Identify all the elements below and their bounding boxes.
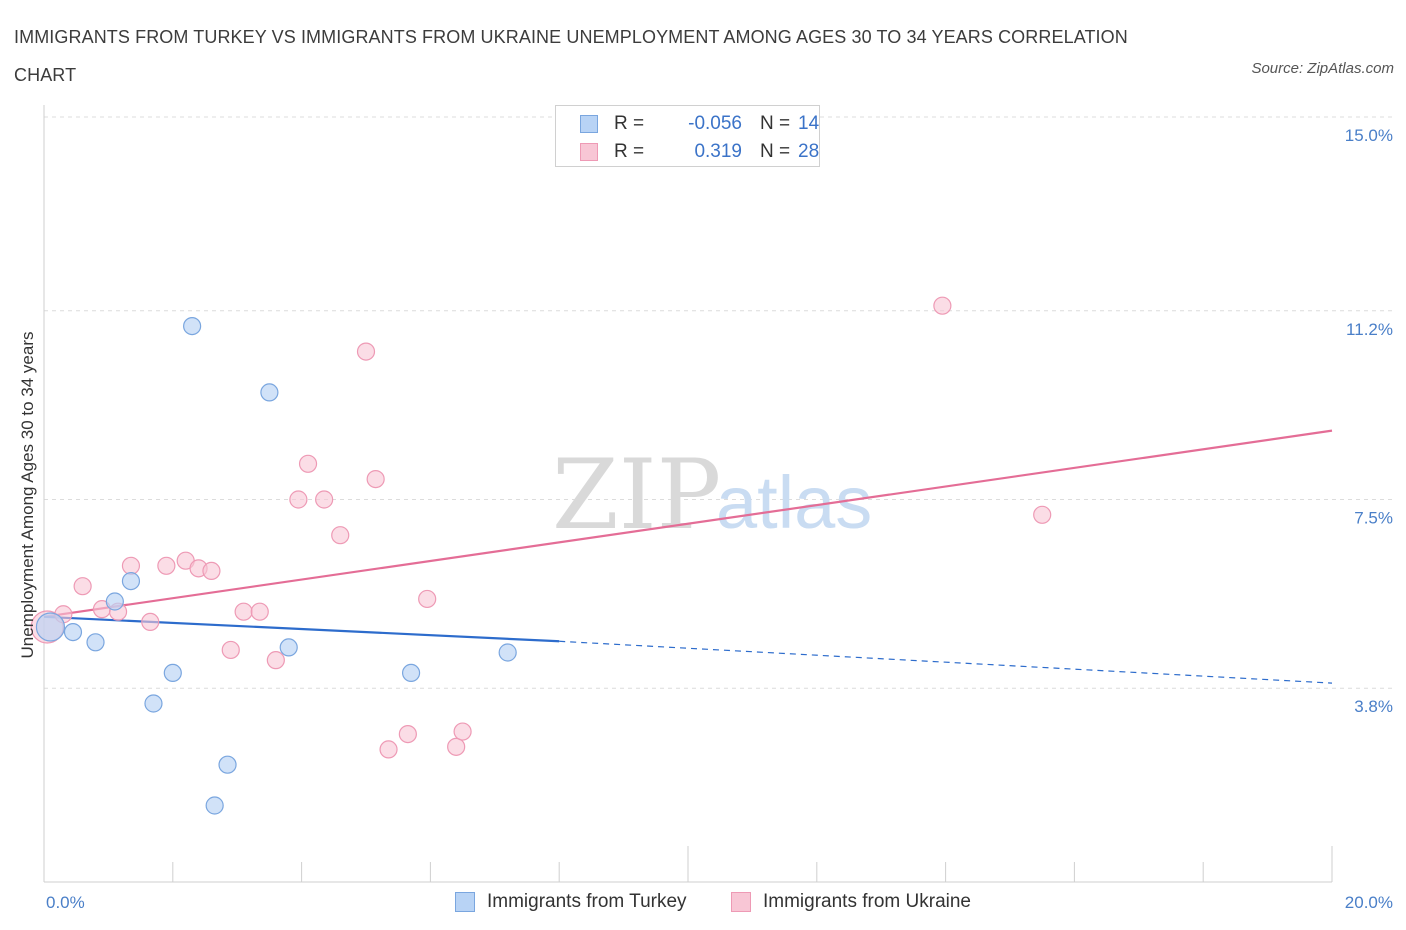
turkey-legend-label: Immigrants from Turkey: [487, 891, 687, 912]
ukraine-point[interactable]: [331, 526, 350, 545]
turkey-swatch: [580, 115, 598, 133]
ukraine-swatch: [580, 143, 598, 161]
turkey-point[interactable]: [63, 622, 83, 642]
x-tick-labels: 0.0% 20.0%: [46, 893, 1393, 912]
ukraine-point[interactable]: [221, 640, 240, 660]
source-label: Source: ZipAtlas.com: [1251, 60, 1394, 77]
r-label: R =: [614, 141, 645, 162]
watermark-atlas: atlas: [716, 461, 872, 544]
ukraine-point[interactable]: [121, 556, 141, 575]
ukraine-point[interactable]: [234, 602, 253, 621]
r-label: R =: [614, 113, 645, 134]
ukraine-point[interactable]: [366, 470, 385, 489]
n-label: N =: [760, 141, 791, 162]
n-label: N =: [760, 113, 791, 134]
x-tick-label-min: 0.0%: [46, 893, 85, 912]
y-tick-label: 11.2%: [1346, 320, 1393, 339]
n-value: 28: [798, 141, 820, 162]
ukraine-point[interactable]: [398, 724, 417, 744]
ukraine-point[interactable]: [315, 490, 334, 509]
x-ticks: [172, 846, 1333, 882]
ukraine-point[interactable]: [157, 556, 176, 575]
turkey-points: [35, 317, 517, 815]
ukraine-point[interactable]: [1033, 505, 1052, 524]
turkey-point[interactable]: [105, 592, 124, 611]
turkey-point[interactable]: [163, 663, 182, 683]
stats-legend: R = -0.056 N = 14 R = 0.319 N = 28: [555, 105, 820, 167]
turkey-point[interactable]: [86, 633, 105, 652]
turkey-point[interactable]: [205, 796, 224, 815]
turkey-point[interactable]: [144, 694, 163, 713]
turkey-point[interactable]: [401, 663, 421, 683]
y-axis-label: Unemployment Among Ages 30 to 34 years: [18, 332, 37, 659]
ukraine-point[interactable]: [202, 561, 221, 581]
grid-lines: [44, 116, 1394, 689]
turkey-legend-swatch: [455, 892, 475, 912]
chart-title: IMMIGRANTS FROM TURKEY VS IMMIGRANTS FRO…: [14, 27, 1128, 85]
ukraine-legend-label: Immigrants from Ukraine: [763, 891, 971, 912]
y-tick-label: 7.5%: [1354, 509, 1393, 528]
watermark-zip: ZIP: [552, 439, 721, 551]
y-tick-labels: 3.8% 7.5% 11.2% 15.0%: [1345, 126, 1393, 716]
ukraine-point[interactable]: [266, 651, 285, 670]
ukraine-point[interactable]: [250, 602, 269, 621]
ukraine-points: [30, 296, 1052, 759]
ukraine-point[interactable]: [418, 589, 437, 609]
ukraine-point[interactable]: [141, 612, 160, 632]
ukraine-point[interactable]: [379, 740, 398, 759]
y-tick-label: 3.8%: [1354, 697, 1393, 716]
ukraine-point[interactable]: [298, 454, 318, 473]
ukraine-point[interactable]: [933, 296, 952, 315]
r-value: 0.319: [694, 141, 742, 162]
turkey-point[interactable]: [35, 612, 66, 642]
turkey-point[interactable]: [260, 383, 279, 402]
turkey-point[interactable]: [218, 755, 237, 774]
turkey-point[interactable]: [498, 643, 517, 662]
ukraine-point[interactable]: [73, 577, 92, 596]
ukraine-legend-swatch: [731, 892, 751, 912]
turkey-point[interactable]: [279, 638, 298, 657]
y-tick-label: 15.0%: [1345, 126, 1393, 145]
turkey-point[interactable]: [121, 571, 141, 591]
ukraine-trend-line: [43, 429, 1333, 618]
turkey-trend-line: [43, 615, 560, 643]
turkey-trend-extension: [559, 640, 1333, 684]
r-value: -0.056: [688, 113, 742, 134]
turkey-point[interactable]: [183, 317, 202, 336]
ukraine-point[interactable]: [453, 722, 472, 741]
x-tick-label-max: 20.0%: [1345, 893, 1393, 912]
ukraine-point[interactable]: [447, 737, 466, 756]
trend-lines: [43, 429, 1333, 684]
ukraine-point[interactable]: [289, 490, 308, 509]
n-value: 14: [798, 113, 820, 134]
ukraine-point[interactable]: [356, 342, 376, 361]
